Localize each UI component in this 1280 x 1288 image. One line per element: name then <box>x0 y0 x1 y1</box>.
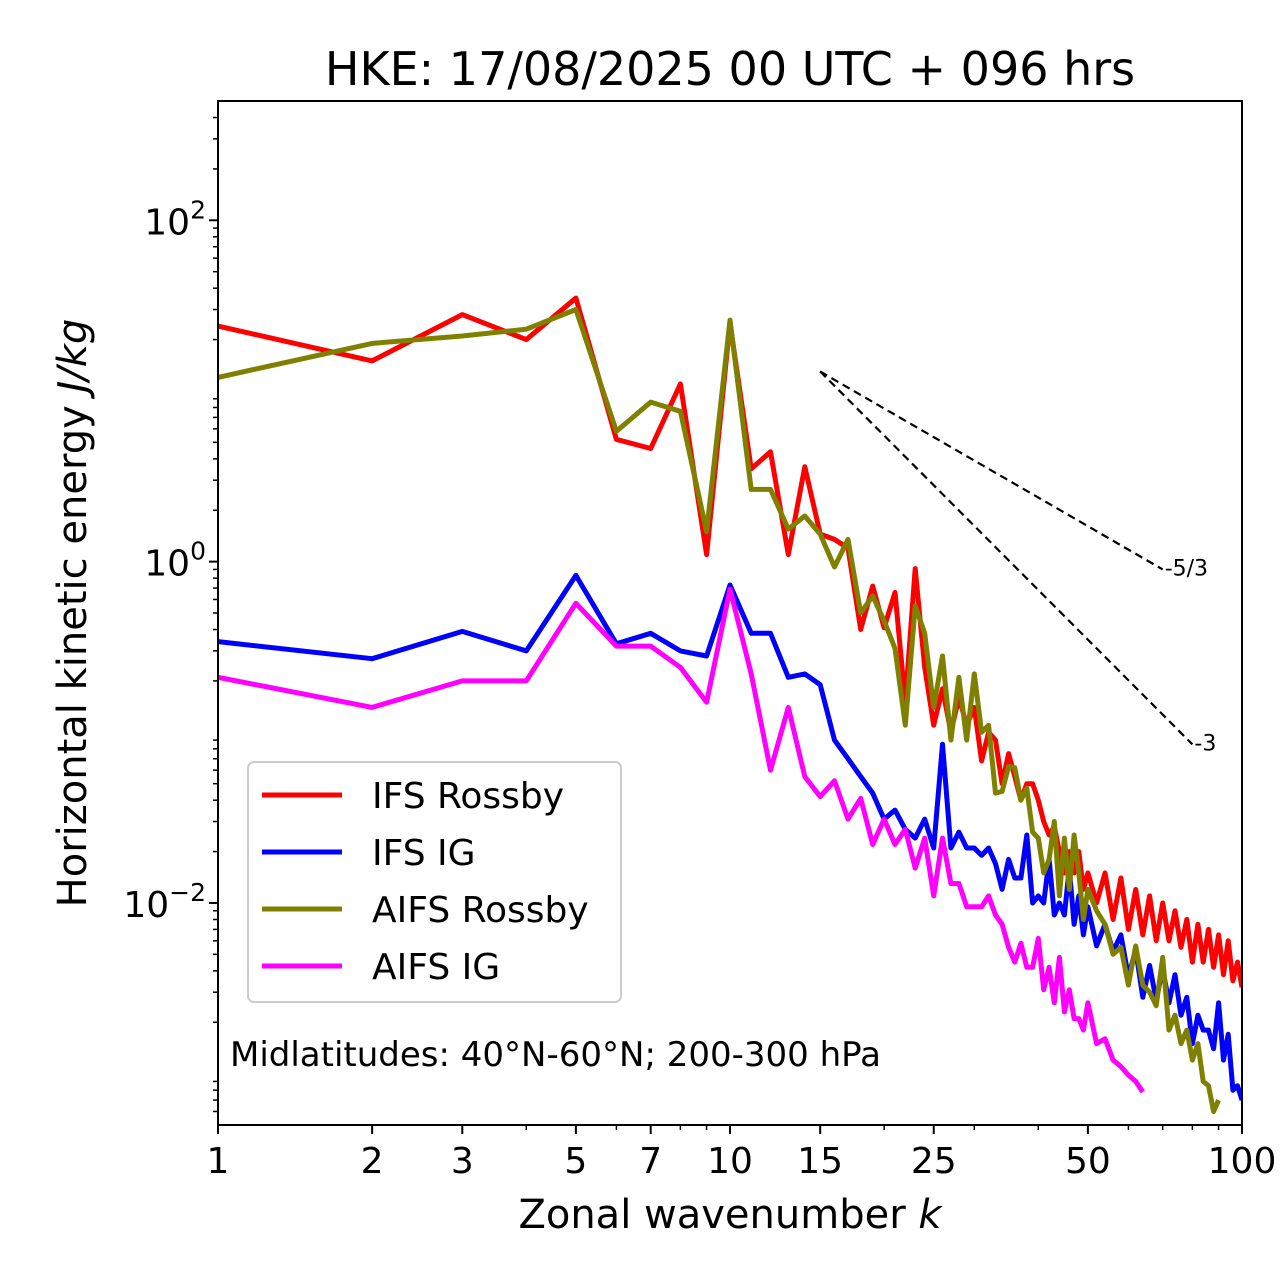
x-tick-label-5: 5 <box>564 1141 587 1182</box>
series-layer <box>218 295 1242 1114</box>
x-tick-label-3: 3 <box>451 1141 474 1182</box>
series-ifs-ig <box>218 572 1242 1101</box>
region-annotation: Midlatitudes: 40°N-60°N; 200-300 hPa <box>230 1035 881 1075</box>
legend-box <box>247 761 622 1003</box>
x-tick-label-50: 50 <box>1065 1141 1111 1182</box>
reference-lines: -5/3 -3 <box>819 370 1216 756</box>
series-aifs-ig <box>218 586 1145 1094</box>
y-axis-label-unit: J/kg <box>50 319 96 400</box>
y-tick-label-1e2: 102 <box>144 195 206 243</box>
x-tick-label-7: 7 <box>639 1141 662 1182</box>
x-axis-label-variable: k <box>918 1192 943 1238</box>
reference-line-slope-minus-5-3 <box>819 370 1164 571</box>
x-tick-label-15: 15 <box>797 1141 843 1182</box>
reference-line-slope-minus-3 <box>819 370 1194 746</box>
x-tick-label-25: 25 <box>911 1141 957 1182</box>
y-tick-label-1e0: 100 <box>144 537 206 585</box>
y-tick-label-1e-2: 10−2 <box>123 878 206 926</box>
x-tick-label-100: 100 <box>1208 1141 1277 1182</box>
legend: IFS Rossby IFS IG AIFS Rossby AIFS IG <box>247 761 622 1003</box>
chart-title: HKE: 17/08/2025 00 UTC + 096 hrs <box>325 42 1135 96</box>
legend-label-aifs-ig: AIFS IG <box>372 947 500 988</box>
reference-label-slope-minus-5-3: -5/3 <box>1165 556 1208 581</box>
legend-label-aifs-rossby: AIFS Rossby <box>372 890 589 931</box>
x-axis-label-text: Zonal wavenumber <box>518 1192 918 1238</box>
legend-label-ifs-rossby: IFS Rossby <box>372 776 564 817</box>
y-axis-label-text: Horizontal kinetic energy <box>50 393 96 908</box>
y-axis-label: Horizontal kinetic energy J/kg <box>50 319 96 908</box>
x-tick-label-10: 10 <box>707 1141 753 1182</box>
reference-label-slope-minus-3: -3 <box>1194 731 1216 756</box>
x-axis-label: Zonal wavenumber k <box>518 1192 943 1238</box>
legend-label-ifs-ig: IFS IG <box>372 833 476 874</box>
x-axis-ticks: 1 2 3 5 7 10 15 25 50 100 <box>207 1125 1277 1182</box>
y-axis-ticks: 10−2 100 102 <box>123 116 218 1113</box>
series-line-aifs-rossby <box>218 307 1221 1114</box>
x-tick-label-2: 2 <box>361 1141 384 1182</box>
x-tick-label-1: 1 <box>207 1141 230 1182</box>
